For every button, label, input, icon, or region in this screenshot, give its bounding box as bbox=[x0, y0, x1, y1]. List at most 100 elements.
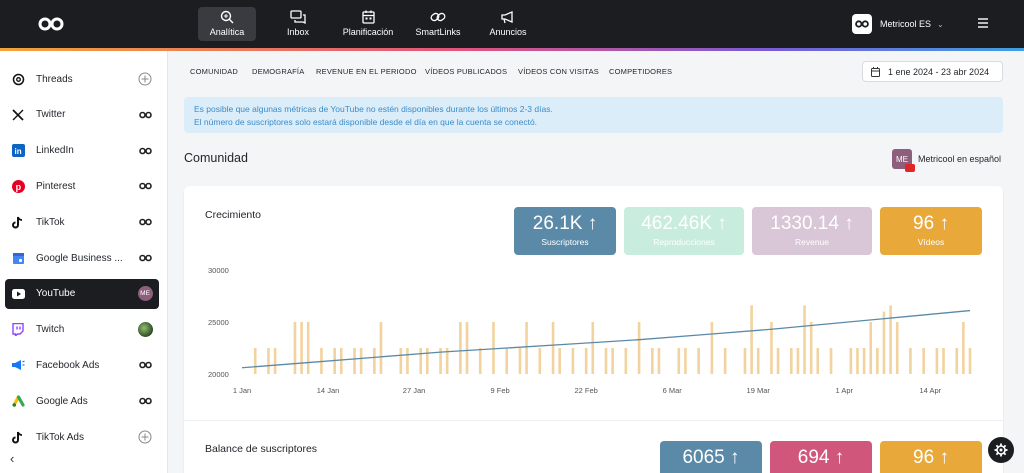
x-twitter-icon bbox=[11, 108, 25, 122]
kpi-suscriptores[interactable]: 26.1K ↑ Suscriptores bbox=[514, 207, 616, 255]
hamburger-menu-icon[interactable] bbox=[976, 16, 990, 30]
tab-revenue-en-el-periodo[interactable]: REVENUE EN EL PERIODO bbox=[316, 67, 417, 76]
balance-kpi-1[interactable]: 6065 ↑ bbox=[660, 441, 762, 473]
connected-link-icon bbox=[138, 111, 152, 119]
profile-initials: ME bbox=[896, 154, 908, 164]
sidebar-item-threads[interactable]: Threads bbox=[5, 64, 159, 94]
chart-bar bbox=[962, 322, 965, 374]
arrow-up-icon: ↑ bbox=[834, 447, 845, 468]
sidebar-item-twitter[interactable]: Twitter bbox=[5, 100, 159, 130]
balance-kpi-3[interactable]: 96 ↑ bbox=[880, 441, 982, 473]
google-business-icon bbox=[11, 251, 25, 265]
nav-label: Planificación bbox=[342, 27, 394, 37]
sidebar-item-label: Twitter bbox=[36, 109, 66, 121]
sidebar-item-tiktok[interactable]: TikTok bbox=[5, 207, 159, 237]
x-tick-label: 1 Jan bbox=[233, 386, 251, 395]
nav-anuncios[interactable]: Anuncios bbox=[486, 7, 530, 41]
sidebar-item-tiktok-ads[interactable]: TikTok Ads bbox=[5, 422, 159, 452]
chart-bar bbox=[750, 305, 753, 374]
sidebar-item-google-ads[interactable]: Google Ads bbox=[5, 386, 159, 416]
kpi-value: 96 bbox=[913, 213, 935, 234]
sidebar-item-facebook-ads[interactable]: Facebook Ads bbox=[5, 350, 159, 380]
chart-bar bbox=[697, 348, 700, 374]
kpi-revenue[interactable]: 1330.14 ↑ Revenue bbox=[752, 207, 872, 255]
settings-gear-button[interactable] bbox=[988, 437, 1014, 463]
linkedin-icon: in bbox=[11, 144, 25, 158]
chart-bar bbox=[518, 348, 522, 374]
account-avatar[interactable]: ME bbox=[137, 286, 153, 302]
kpi-value: 96 bbox=[913, 447, 935, 468]
pinterest-icon: p bbox=[11, 179, 25, 193]
chart-bar bbox=[796, 348, 800, 374]
tab-comunidad[interactable]: COMUNIDAD bbox=[190, 67, 239, 76]
chart-bar bbox=[267, 348, 270, 374]
sidebar-item-linkedin[interactable]: in LinkedIn bbox=[5, 136, 159, 166]
add-account-button[interactable] bbox=[137, 429, 153, 445]
sidebar-item-label: TikTok bbox=[36, 216, 65, 228]
chart-bar bbox=[584, 348, 588, 374]
chart-bar bbox=[426, 348, 429, 374]
connected-link-icon bbox=[138, 218, 152, 226]
link-icon bbox=[430, 12, 446, 22]
kpi-reproducciones[interactable]: 462.46K ↑ Reproducciones bbox=[624, 207, 744, 255]
chevron-down-icon: ⌄ bbox=[937, 19, 944, 29]
facebook-ads-icon bbox=[11, 358, 25, 372]
kpi-value: 26.1K bbox=[532, 213, 583, 234]
chart-bar bbox=[558, 348, 561, 374]
tab-competidores[interactable]: COMPETIDORES bbox=[609, 67, 673, 76]
metricool-logo-icon bbox=[855, 20, 869, 28]
nav-analitica[interactable]: Analítica bbox=[198, 7, 256, 41]
notice-line-1: Es posible que algunas métricas de YouTu… bbox=[194, 104, 553, 114]
sidebar-item-youtube[interactable]: YouTube ME bbox=[5, 278, 159, 309]
connected-status[interactable] bbox=[137, 393, 153, 409]
nav-smartlinks[interactable]: SmartLinks bbox=[412, 7, 464, 41]
sidebar-item-google-business[interactable]: Google Business ... bbox=[5, 243, 159, 273]
connected-status[interactable] bbox=[137, 357, 153, 373]
chart-bar bbox=[803, 305, 806, 374]
account-avatar[interactable] bbox=[137, 322, 153, 338]
sidebar-item-twitch[interactable]: Twitch bbox=[5, 315, 159, 345]
tab-videos-publicados[interactable]: VÍDEOS PUBLICADOS bbox=[425, 67, 508, 76]
x-tick-label: 22 Feb bbox=[574, 386, 597, 395]
connected-status[interactable] bbox=[137, 143, 153, 159]
connected-status[interactable] bbox=[137, 250, 153, 266]
chart-bar bbox=[445, 348, 449, 374]
chart-bar bbox=[339, 348, 343, 374]
chart-bar bbox=[895, 322, 899, 374]
collapse-sidebar-icon[interactable]: ‹ bbox=[10, 451, 15, 466]
tab-demografia[interactable]: DEMOGRAFÍA bbox=[252, 67, 305, 76]
kpi-value: 1330.14 bbox=[770, 213, 839, 234]
sidebar-item-label: Google Business ... bbox=[36, 252, 123, 264]
date-range-picker[interactable]: 1 ene 2024 - 23 abr 2024 bbox=[862, 61, 1003, 82]
chart-bar bbox=[677, 348, 681, 374]
connected-status[interactable] bbox=[137, 214, 153, 230]
metricool-logo-icon[interactable] bbox=[38, 15, 64, 33]
tab-videos-con-visitas[interactable]: VÍDEOS CON VISITAS bbox=[518, 67, 599, 76]
kpi-videos[interactable]: 96 ↑ Vídeos bbox=[880, 207, 982, 255]
nav-inbox[interactable]: Inbox bbox=[278, 7, 318, 41]
svg-text:p: p bbox=[15, 182, 21, 192]
connected-status[interactable] bbox=[137, 107, 153, 123]
account-avatar bbox=[852, 14, 872, 34]
chart-bar bbox=[406, 348, 409, 374]
sidebar-item-label: Facebook Ads bbox=[36, 359, 100, 371]
connected-status[interactable] bbox=[137, 178, 153, 194]
nav-planificacion[interactable]: Planificación bbox=[338, 7, 398, 41]
chart-bar bbox=[710, 322, 714, 374]
chart-bar bbox=[942, 348, 945, 374]
svg-text:in: in bbox=[14, 147, 21, 156]
balance-kpi-2[interactable]: 694 ↑ bbox=[770, 441, 872, 473]
arrow-up-icon: ↑ bbox=[587, 213, 598, 234]
chart-bar bbox=[538, 348, 542, 374]
account-switcher[interactable]: Metricool ES ⌄ bbox=[852, 13, 944, 35]
chart-bar bbox=[439, 348, 442, 374]
sidebar-item-pinterest[interactable]: p Pinterest bbox=[5, 171, 159, 201]
add-account-button[interactable] bbox=[137, 71, 153, 87]
section-divider bbox=[184, 420, 1003, 421]
x-tick-label: 14 Jan bbox=[317, 386, 340, 395]
profile-selector[interactable]: ME Metricool en español bbox=[892, 149, 1001, 172]
y-tick-label: 25000 bbox=[208, 318, 229, 327]
chart-bar bbox=[525, 322, 528, 374]
add-circle-icon bbox=[138, 430, 152, 444]
gear-icon bbox=[994, 443, 1008, 457]
